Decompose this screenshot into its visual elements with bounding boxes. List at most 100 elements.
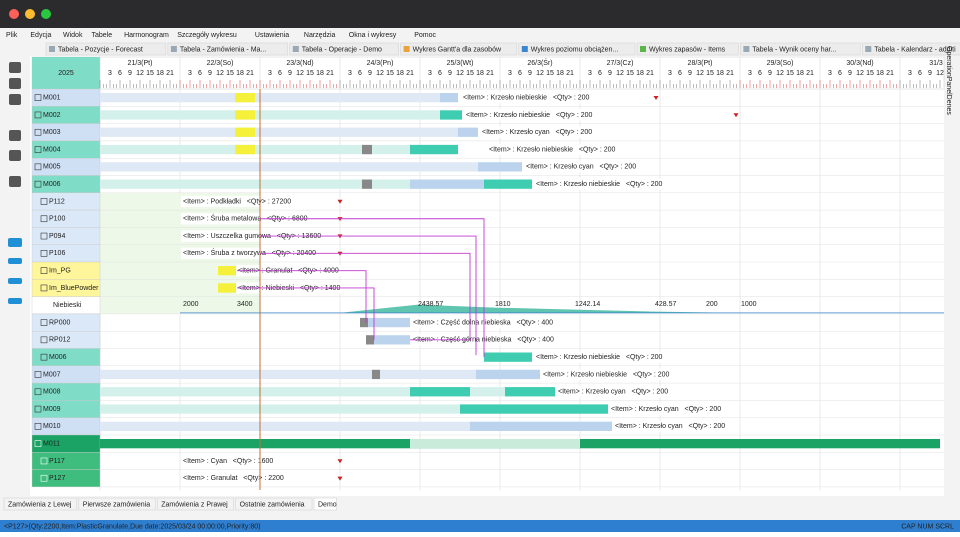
tab-label[interactable]: Tabela - Pozycje - Forecast [58,46,143,53]
menu-item[interactable]: Widok [63,32,83,39]
bar [100,162,478,172]
tab-label[interactable]: Wykres poziomu obciążen... [531,46,619,53]
bottom-tab-label[interactable]: Zamówienia z Prawej [161,501,228,508]
tab[interactable] [167,42,289,56]
side-panel-label: OperationPanelDenes [945,46,952,115]
bar [410,179,484,189]
minimize-button[interactable] [25,9,35,19]
expand-icon[interactable] [34,146,42,153]
expand-icon[interactable] [34,94,42,101]
tab[interactable] [45,42,167,56]
menu-item[interactable]: Tabele [92,32,113,39]
expand-icon[interactable] [34,128,42,136]
hour-label: 18 [636,70,644,77]
left-toolbar [0,56,30,496]
tab[interactable] [518,42,636,56]
menu-item[interactable]: Pomoc [414,32,436,39]
row-label: M010 [43,423,61,430]
bottom-tab-label[interactable]: Ostatnie zamówienia [240,501,305,508]
tab[interactable] [740,42,861,56]
hour-label: 12 [216,70,224,77]
row-header[interactable] [31,192,101,211]
row-header[interactable] [31,452,101,470]
expand-icon[interactable] [34,423,42,430]
expand-icon[interactable] [40,250,48,257]
row-header[interactable] [31,244,101,263]
expand-icon[interactable] [34,180,42,188]
zoom-button[interactable] [41,9,51,19]
bottom-tab[interactable] [3,497,78,511]
bottom-tab[interactable] [235,497,313,511]
expand-icon[interactable] [40,336,48,344]
expand-icon[interactable] [34,111,42,119]
row-header[interactable] [31,209,101,228]
row-header[interactable] [31,227,101,245]
tab-label[interactable]: Tabela - Wynik oceny har... [752,46,836,53]
menu-item[interactable]: Szczegóły wykresu [177,32,237,39]
toolbar-button[interactable] [9,176,21,187]
menu-item[interactable]: Okna i wykresy [349,32,397,39]
toolbar-button[interactable] [8,278,22,284]
hour-label: 9 [368,70,372,77]
toolbar-button[interactable] [9,94,21,105]
bar-note: <Item> : Krzesło cyan <Qty> : 200 [611,406,721,413]
stock-value: 1000 [741,301,757,308]
dependency-link [260,235,477,356]
tab-label[interactable]: Wykres Gantt'a dla zasobów [413,46,502,53]
expand-icon[interactable] [40,215,48,223]
bottom-tab[interactable] [78,497,156,511]
note-box [181,195,298,208]
expand-icon[interactable] [40,353,48,361]
note-box [613,420,733,432]
expand-icon[interactable] [40,267,48,274]
tab-label[interactable]: Wykres zapasów - Items [649,46,726,53]
toolbar-button[interactable] [9,62,21,73]
note-box [461,92,601,104]
tab-label[interactable]: Tabela - Zamówienia - Ma... [180,46,266,53]
bottom-tab[interactable] [156,497,234,511]
tab-label[interactable]: Tabela - Operacje - Demo [302,46,382,53]
toolbar-button[interactable] [9,150,21,161]
menu-item[interactable]: Ustawienia [255,32,289,39]
bottom-tab-label[interactable]: Zamówienia z Lewej [8,501,72,508]
toolbar-button[interactable] [8,258,22,264]
bar [100,144,458,155]
tab[interactable] [400,42,518,56]
bottom-tab-label[interactable]: Pierwsze zamówienia [83,501,150,508]
toolbar-button[interactable] [9,130,21,141]
tab-icon [743,46,750,52]
expand-icon[interactable] [34,440,42,447]
tab[interactable] [289,42,399,56]
expand-icon[interactable] [34,388,42,396]
expand-icon[interactable] [40,457,48,465]
toolbar-button[interactable] [9,78,21,89]
bar-note: <Item> : Krzesło cyan <Qty> : 200 [526,164,636,171]
row-label: M002 [43,112,61,119]
expand-icon[interactable] [40,319,48,326]
menu-item[interactable]: Edycja [30,32,51,39]
expand-icon[interactable] [40,474,48,482]
expand-icon[interactable] [40,284,48,292]
expand-icon[interactable] [40,198,48,205]
row-label: Niebieski [53,302,82,309]
row-header[interactable] [31,469,101,488]
row-label: M008 [43,389,61,396]
bottom-tab[interactable] [313,497,337,511]
expand-icon[interactable] [34,371,42,378]
menu-item[interactable]: Plik [6,32,18,39]
tab-label[interactable]: Tabela - Kalendarz - additi [874,46,956,53]
row-label: M001 [43,94,61,101]
toolbar-button[interactable] [8,298,22,304]
tab[interactable] [862,42,960,56]
expand-icon[interactable] [34,163,42,171]
menu-item[interactable]: Harmonogram [124,32,169,39]
bottom-tab-label[interactable]: Demo [318,501,337,508]
expand-icon[interactable] [40,232,48,240]
toolbar-button[interactable] [8,238,22,247]
expand-icon[interactable] [34,405,42,413]
hour-label: 12 [536,70,544,77]
tab[interactable] [636,42,739,56]
menu-item[interactable]: Narzędzia [304,32,336,39]
tab-icon [170,46,177,52]
close-button[interactable] [9,9,19,19]
